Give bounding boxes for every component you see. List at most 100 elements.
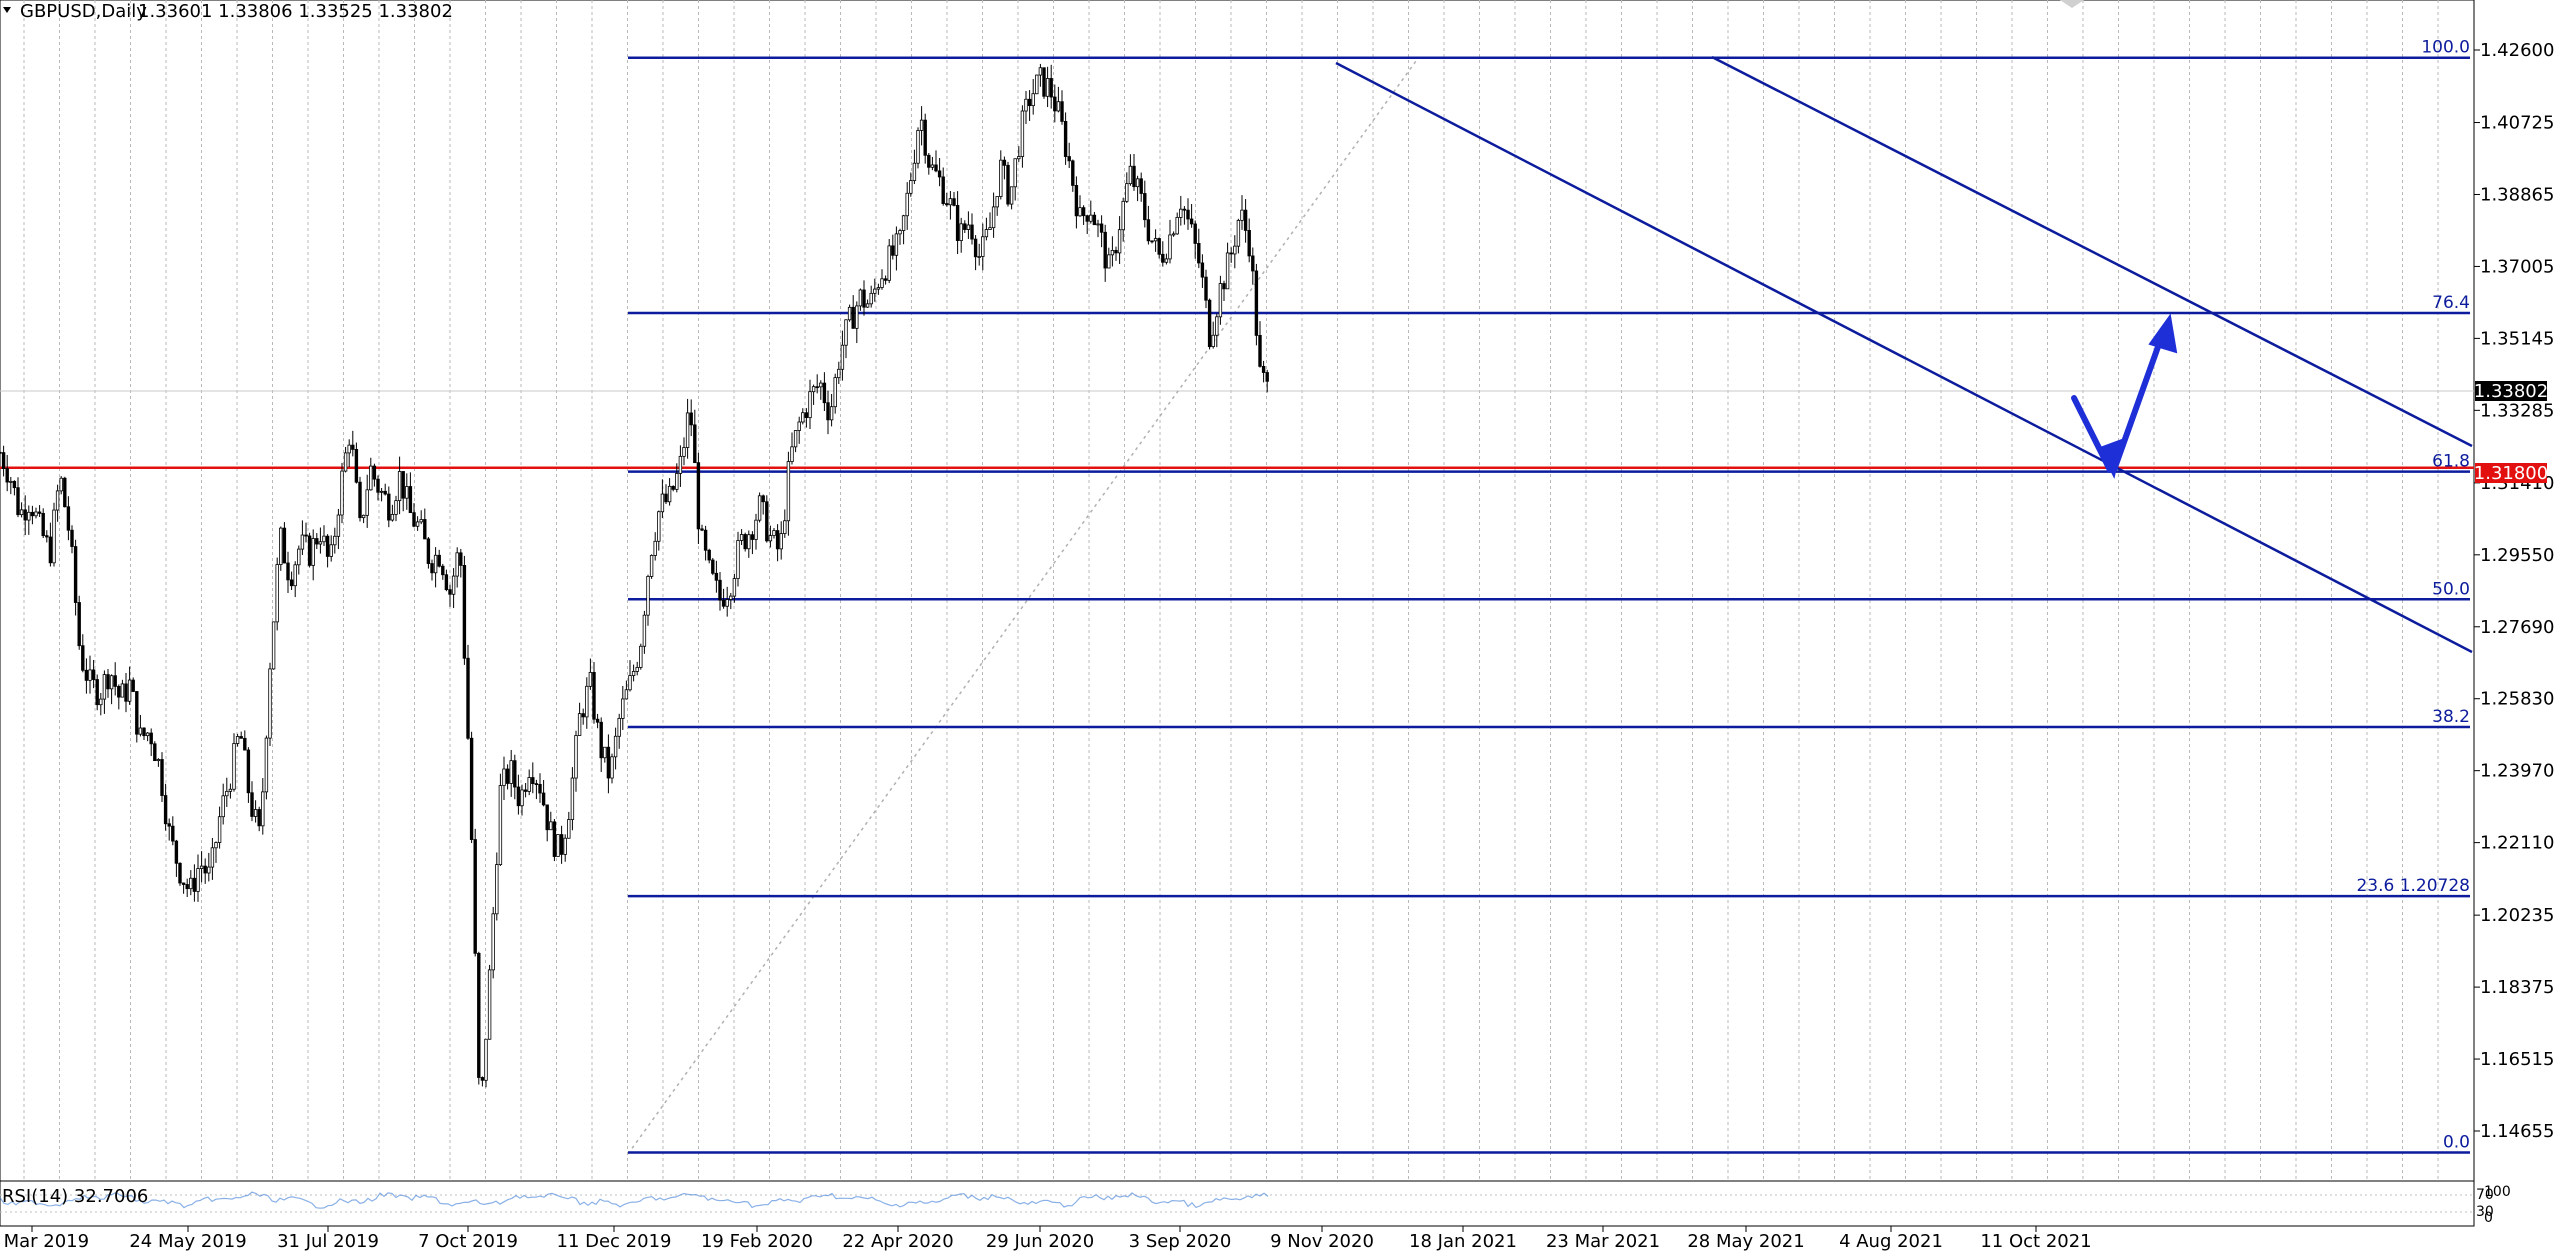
candle-body (253, 809, 258, 817)
candle-body (1233, 245, 1237, 255)
candle-body (185, 884, 189, 890)
candle-body (948, 198, 953, 206)
candle-body (592, 671, 596, 720)
forecast-arrows (2071, 313, 2178, 479)
candle-body (952, 198, 956, 206)
candle-body (1013, 158, 1017, 188)
candle-body (405, 486, 409, 499)
candle-body (970, 224, 974, 240)
x-tick-label: 3 Sep 2020 (1129, 1231, 1232, 1251)
candle-body (621, 698, 625, 719)
y-tick-label: 1.42600 (2480, 40, 2554, 61)
candle-body (441, 565, 445, 576)
rsi-axis-100: 100 (2484, 1184, 2511, 1200)
y-tick-label: 1.37005 (2480, 256, 2554, 277)
candle-body (869, 292, 873, 305)
candle-body (1189, 218, 1194, 225)
candle-body (365, 489, 369, 516)
candle-body (163, 795, 168, 825)
y-tick-label: 1.27690 (2480, 617, 2554, 638)
rsi-axis-0: 0 (2484, 1210, 2493, 1226)
candle-body (455, 552, 459, 577)
candle-body (207, 866, 211, 874)
fib-level-label: 38.2 (2432, 707, 2470, 727)
candle-body (959, 223, 963, 241)
candle-body (793, 430, 798, 448)
candle-body (84, 669, 89, 681)
candle-body (279, 527, 283, 565)
fib-level-label: 23.6 1.20728 (2356, 876, 2470, 896)
candle-body (347, 444, 351, 454)
candle-body (883, 278, 888, 281)
candle-body (718, 579, 722, 601)
candle-body (552, 821, 557, 857)
candle-body (1096, 223, 1100, 226)
candle-body (739, 534, 744, 541)
channel-upper-line[interactable] (1711, 55, 2473, 448)
candle-body (801, 412, 805, 423)
candle-body (1117, 229, 1122, 254)
candle-body (491, 913, 495, 971)
candle-body (77, 602, 81, 647)
candle-body (750, 534, 755, 540)
candle-body (660, 493, 665, 513)
candle-body (509, 760, 513, 784)
candle-body (1074, 185, 1079, 217)
candle-body (765, 501, 769, 542)
candle-body (523, 789, 528, 792)
candle-body (1002, 159, 1007, 166)
candle-body (624, 689, 629, 700)
candle-body (1042, 67, 1046, 97)
candle-body (1215, 316, 1219, 336)
candle-body (682, 447, 686, 457)
candle-body (873, 288, 877, 294)
candle-body (221, 795, 225, 818)
candle-body (1139, 178, 1143, 194)
rsi-axis-30: 30 (2476, 1204, 2494, 1220)
price-axis: 1.42600 1.40725 1.38865 1.37005 1.35145 1.332… (2474, 40, 2554, 1142)
channel-lower-line[interactable] (1335, 61, 2473, 654)
x-tick-label: 11 Dec 2019 (557, 1231, 672, 1251)
candle-body (574, 735, 578, 779)
candle-body (66, 506, 71, 531)
candle-body (743, 534, 747, 550)
candle-body (927, 154, 931, 168)
candle-body (696, 462, 701, 530)
candle-body (174, 840, 179, 864)
candle-body (833, 377, 837, 408)
candle-body (1247, 230, 1251, 257)
current-price-label: 1.33802 (2474, 381, 2548, 402)
candle-body (631, 671, 636, 676)
candle-body (549, 821, 553, 831)
candle-body (210, 847, 215, 868)
candle-body (246, 749, 251, 794)
candle-body (808, 391, 812, 419)
candle-body (1027, 98, 1032, 107)
candle-body (45, 535, 49, 538)
candle-body (700, 528, 704, 531)
scroll-marker-icon[interactable] (2060, 0, 2084, 8)
candle-body (721, 599, 726, 607)
candle-body (369, 465, 373, 491)
candle-body (430, 563, 434, 574)
candle-body (1063, 121, 1068, 157)
x-tick-label: 4 Aug 2021 (1839, 1231, 1943, 1251)
candle-body (459, 552, 463, 566)
candle-body (725, 599, 729, 607)
candle-body (73, 546, 78, 603)
candle-body (736, 540, 740, 579)
candle-body (520, 789, 524, 807)
candle-body (628, 675, 632, 691)
candle-body (1146, 219, 1151, 242)
candle-body (91, 669, 96, 680)
candle-body (376, 478, 380, 493)
chevron-down-icon[interactable] (3, 7, 11, 13)
candle-body (1265, 372, 1269, 382)
candle-body (966, 224, 971, 230)
candle-body (329, 544, 333, 557)
x-tick-label: 19 Feb 2020 (701, 1231, 813, 1251)
candle-body (282, 527, 287, 564)
candle-body (865, 303, 870, 308)
